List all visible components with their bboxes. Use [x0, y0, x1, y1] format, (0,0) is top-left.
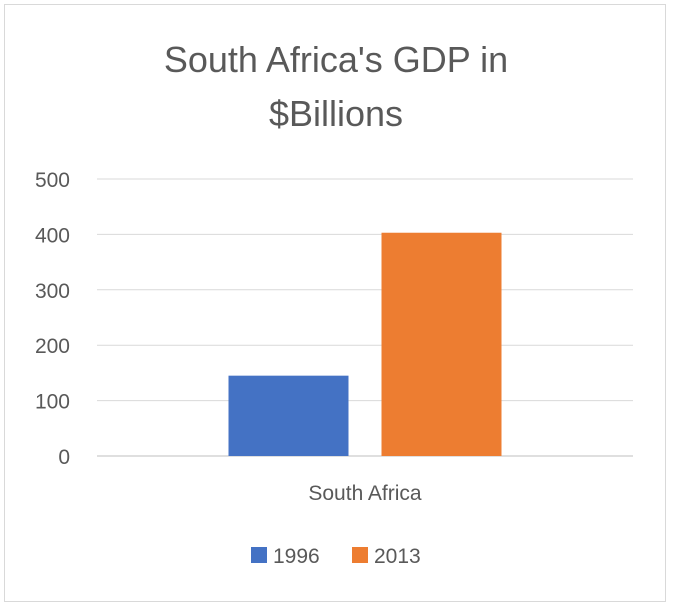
bar-1996 — [228, 375, 349, 456]
gridlines — [97, 178, 633, 457]
chart-title-line-2: $Billions — [269, 93, 403, 134]
bars — [228, 232, 502, 456]
chart-frame — [4, 4, 666, 602]
legend-label-2013: 2013 — [374, 545, 421, 568]
y-tick-label: 200 — [35, 335, 70, 358]
y-tick-label: 400 — [35, 224, 70, 247]
legend-swatch-1996 — [251, 547, 267, 563]
y-tick-label: 100 — [35, 391, 70, 414]
y-tick-label: 500 — [35, 169, 70, 192]
legend: 1996 2013 — [251, 545, 421, 568]
legend-swatch-2013 — [352, 547, 368, 563]
y-tick-label: 0 — [58, 446, 70, 469]
bar-2013 — [381, 232, 502, 456]
chart-title-line-1: South Africa's GDP in — [164, 39, 508, 80]
x-category-label: South Africa — [308, 482, 422, 505]
x-axis-categories: South Africa — [308, 482, 422, 505]
y-tick-label: 300 — [35, 280, 70, 303]
legend-label-1996: 1996 — [273, 545, 320, 568]
y-axis-ticks: 0 100 200 300 400 500 — [35, 169, 70, 469]
